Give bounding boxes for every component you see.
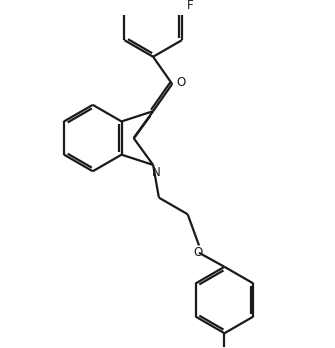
Text: O: O <box>177 76 186 89</box>
Text: O: O <box>194 246 203 259</box>
Text: F: F <box>187 0 194 12</box>
Text: N: N <box>151 166 160 179</box>
